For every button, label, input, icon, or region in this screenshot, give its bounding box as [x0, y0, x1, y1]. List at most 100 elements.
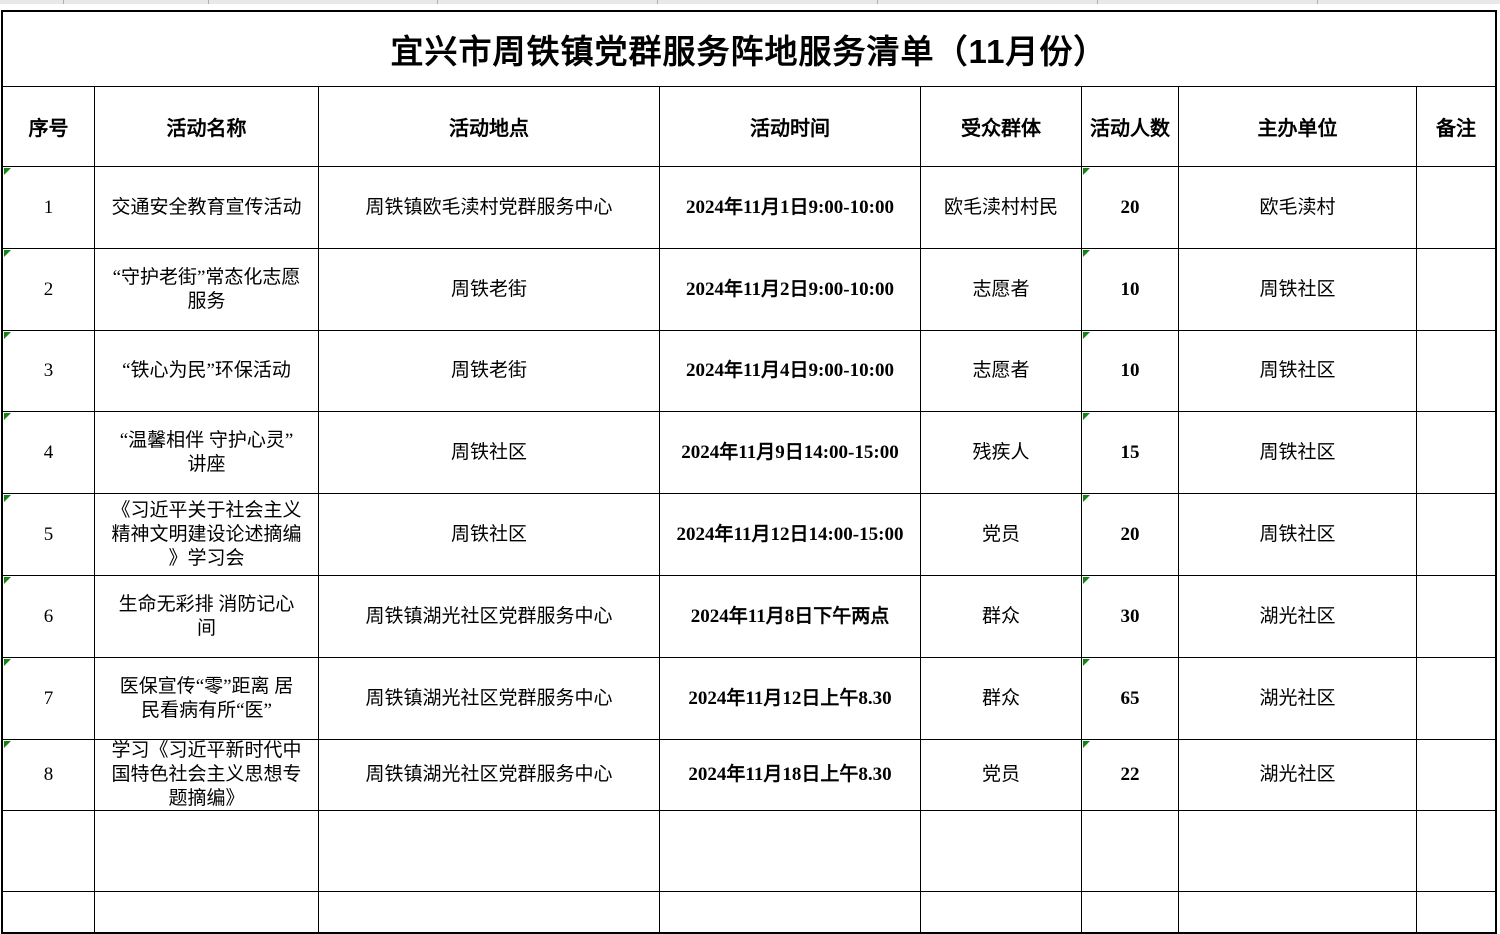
table-cell[interactable]: “温馨相伴 守护心灵” 讲座 — [95, 412, 319, 493]
cell-text: 周铁社区 — [1259, 278, 1336, 300]
table-cell[interactable]: 周铁老街 — [319, 249, 660, 330]
table-cell[interactable]: “铁心为民”环保活动 — [95, 331, 319, 411]
table-cell[interactable] — [1417, 740, 1495, 810]
column-header-0[interactable]: 序号 — [3, 87, 95, 166]
table-cell[interactable]: 医保宣传“零”距离 居 民看病有所“医” — [95, 658, 319, 739]
table-cell[interactable]: 群众 — [921, 658, 1082, 739]
column-separator-tick — [63, 0, 64, 4]
cell-text: “铁心为民”环保活动 — [122, 360, 291, 381]
table-cell[interactable] — [319, 811, 660, 891]
table-cell[interactable]: 湖光社区 — [1179, 658, 1417, 739]
column-header-1[interactable]: 活动名称 — [95, 87, 319, 166]
table-cell[interactable]: 学习《习近平新时代中 国特色社会主义思想专 题摘编》 — [95, 740, 319, 810]
table-cell[interactable] — [3, 811, 95, 891]
table-cell[interactable]: 周铁社区 — [1179, 494, 1417, 575]
table-cell[interactable]: 党员 — [921, 494, 1082, 575]
table-cell[interactable]: 周铁老街 — [319, 331, 660, 411]
table-cell[interactable]: 周铁社区 — [1179, 331, 1417, 411]
table-cell[interactable]: 20 — [1082, 494, 1179, 575]
table-cell[interactable] — [1417, 412, 1495, 493]
table-cell[interactable]: 《习近平关于社会主义 精神文明建设论述摘编 》学习会 — [95, 494, 319, 575]
table-cell[interactable]: “守护老街”常态化志愿 服务 — [95, 249, 319, 330]
table-cell[interactable]: 8 — [3, 740, 95, 810]
table-cell[interactable]: 2024年11月9日14:00-15:00 — [660, 412, 921, 493]
table-cell[interactable]: 4 — [3, 412, 95, 493]
table-cell[interactable] — [660, 892, 921, 932]
column-header-7[interactable]: 备注 — [1436, 118, 1476, 140]
sheet-title[interactable]: 宜兴市周铁镇党群服务阵地服务清单（11月份） — [3, 12, 1495, 87]
table-cell[interactable]: 湖光社区 — [1179, 740, 1417, 810]
table-cell[interactable]: 周铁社区 — [1179, 412, 1417, 493]
error-indicator-icon — [1083, 741, 1090, 748]
table-cell[interactable]: 2024年11月12日14:00-15:00 — [660, 494, 921, 575]
table-cell[interactable] — [921, 811, 1082, 891]
table-cell[interactable]: 交通安全教育宣传活动 — [95, 167, 319, 248]
table-cell[interactable]: 5 — [3, 494, 95, 575]
table-cell[interactable]: 2024年11月12日上午8.30 — [660, 658, 921, 739]
table-cell[interactable]: 周铁社区 — [319, 494, 660, 575]
cell-text: 20 — [1120, 523, 1140, 545]
cell-text: 2024年11月4日9:00-10:00 — [686, 360, 894, 381]
table-cell[interactable]: 10 — [1082, 331, 1179, 411]
table-cell[interactable]: 周铁镇湖光社区党群服务中心 — [319, 658, 660, 739]
table-cell[interactable]: 1 — [3, 167, 95, 248]
column-header-2[interactable]: 活动地点 — [319, 87, 660, 166]
table-cell[interactable]: 残疾人 — [921, 412, 1082, 493]
table-cell[interactable]: 15 — [1082, 412, 1179, 493]
table-cell[interactable] — [1417, 494, 1495, 575]
table-cell[interactable] — [1179, 892, 1417, 932]
column-header-6[interactable]: 主办单位 — [1179, 87, 1417, 166]
table-cell[interactable] — [1082, 811, 1179, 891]
table-cell[interactable] — [3, 892, 95, 932]
table-cell[interactable]: 周铁镇欧毛渎村党群服务中心 — [319, 167, 660, 248]
table-cell[interactable] — [1417, 811, 1495, 891]
table-cell[interactable]: 周铁镇湖光社区党群服务中心 — [319, 740, 660, 810]
table-cell[interactable] — [95, 811, 319, 891]
table-cell[interactable]: 7 — [3, 658, 95, 739]
table-cell[interactable]: 10 — [1082, 249, 1179, 330]
table-cell[interactable]: 志愿者 — [921, 249, 1082, 330]
table-cell[interactable]: 2024年11月18日上午8.30 — [660, 740, 921, 810]
table-cell[interactable] — [319, 892, 660, 932]
table-cell[interactable] — [1417, 249, 1495, 330]
table-cell[interactable]: 周铁社区 — [1179, 249, 1417, 330]
table-cell[interactable]: 群众 — [921, 576, 1082, 657]
table-cell[interactable] — [95, 892, 319, 932]
table-cell[interactable]: 周铁镇湖光社区党群服务中心 — [319, 576, 660, 657]
table-cell[interactable]: 湖光社区 — [1179, 576, 1417, 657]
table-cell[interactable]: 党员 — [921, 740, 1082, 810]
table-cell[interactable] — [1417, 331, 1495, 411]
table-cell[interactable] — [1417, 658, 1495, 739]
table-cell[interactable]: 生命无彩排 消防记心 间 — [95, 576, 319, 657]
column-header-4[interactable]: 受众群体 — [921, 87, 1082, 166]
cell-text: 周铁老街 — [450, 278, 527, 300]
table-cell[interactable]: 65 — [1082, 658, 1179, 739]
column-header-5[interactable]: 活动人数 — [1082, 87, 1179, 166]
table-cell[interactable] — [1417, 576, 1495, 657]
column-header-3[interactable]: 活动时间 — [660, 87, 921, 166]
table-cell[interactable]: 3 — [3, 331, 95, 411]
cell-text: 残疾人 — [972, 441, 1030, 463]
table-cell[interactable]: 2024年11月2日9:00-10:00 — [660, 249, 921, 330]
table-cell[interactable] — [921, 892, 1082, 932]
table-cell[interactable]: 欧毛渎村 — [1179, 167, 1417, 248]
table-cell[interactable]: 2024年11月4日9:00-10:00 — [660, 331, 921, 411]
spreadsheet-top-strip — [0, 0, 1500, 4]
table-cell[interactable]: 志愿者 — [921, 331, 1082, 411]
table-cell[interactable]: 2 — [3, 249, 95, 330]
cell-text: 2 — [43, 278, 54, 300]
table-cell[interactable] — [1417, 892, 1495, 932]
table-cell[interactable]: 2024年11月8日下午两点 — [660, 576, 921, 657]
table-cell[interactable]: 6 — [3, 576, 95, 657]
table-cell[interactable]: 22 — [1082, 740, 1179, 810]
table-cell[interactable]: 周铁社区 — [319, 412, 660, 493]
table-cell[interactable]: 欧毛渎村村民 — [921, 167, 1082, 248]
table-cell[interactable]: 30 — [1082, 576, 1179, 657]
table-cell[interactable] — [660, 811, 921, 891]
table-cell[interactable]: 20 — [1082, 167, 1179, 248]
table-row: 4 “温馨相伴 守护心灵” 讲座 周铁社区 2024年11月9日14:00-15:00… — [3, 412, 1495, 494]
table-cell[interactable] — [1179, 811, 1417, 891]
table-cell[interactable] — [1417, 167, 1495, 248]
table-cell[interactable]: 2024年11月1日9:00-10:00 — [660, 167, 921, 248]
table-cell[interactable] — [1082, 892, 1179, 932]
